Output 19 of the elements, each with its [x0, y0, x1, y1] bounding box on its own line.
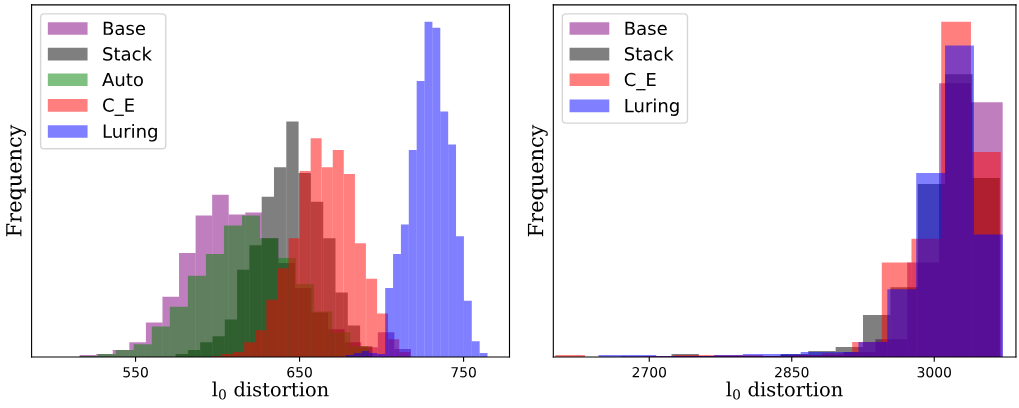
x-tick-label: 2700	[632, 366, 667, 378]
x-tick-label: 3000	[917, 366, 951, 378]
x-axis-title: l$_{0}$ distortion	[726, 381, 843, 400]
legend-label: Base	[625, 21, 667, 36]
x-tick-label: 650	[287, 366, 312, 378]
legend-label: Auto	[102, 72, 143, 87]
x-tick-label: 550	[123, 366, 148, 378]
x-tick-label: 750	[451, 366, 476, 378]
x-tick-label: 2850	[775, 366, 809, 378]
x-axis-title: l$_{0}$ distortion	[212, 381, 329, 400]
legend-label: C_E	[103, 98, 134, 116]
legend-label: Luring	[103, 124, 157, 142]
y-axis-title: Frequency	[527, 124, 548, 237]
legend-label: Stack	[103, 46, 152, 61]
legend-label: C_E	[624, 72, 656, 91]
legend-label: Base	[103, 21, 146, 36]
legend-label: Stack	[624, 46, 674, 61]
y-axis-title: Frequency	[6, 124, 27, 237]
legend-label: Luring	[625, 98, 679, 116]
